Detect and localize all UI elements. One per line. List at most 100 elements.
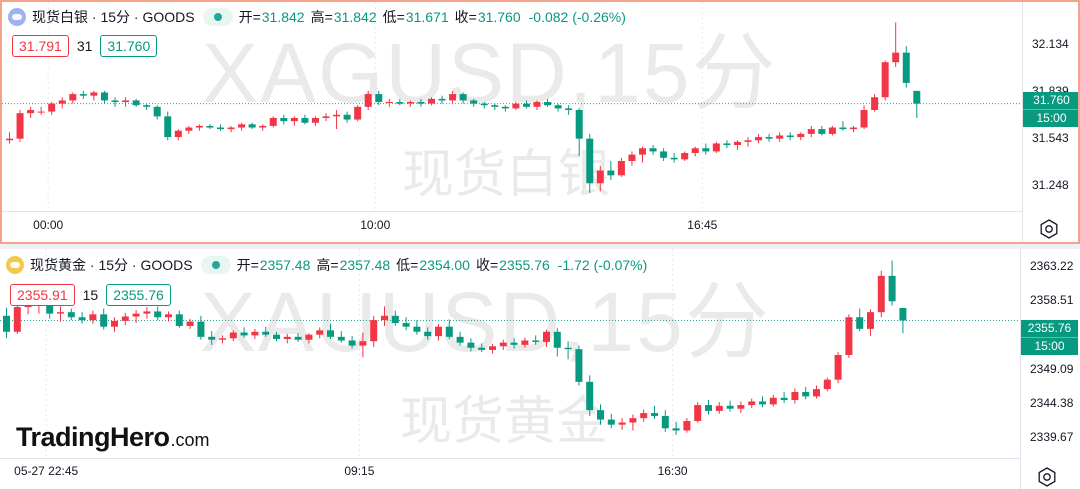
candle[interactable] (428, 97, 435, 106)
candle[interactable] (217, 124, 224, 131)
candle[interactable] (607, 413, 615, 429)
candle[interactable] (143, 103, 151, 110)
candle[interactable] (111, 317, 118, 332)
candle[interactable] (726, 400, 734, 412)
candle[interactable] (850, 125, 857, 133)
candle[interactable] (769, 394, 777, 407)
candle[interactable] (311, 116, 319, 126)
candle[interactable] (791, 388, 799, 404)
candle[interactable] (888, 260, 896, 306)
candle[interactable] (839, 121, 847, 131)
candle[interactable] (6, 132, 13, 144)
candle[interactable] (143, 307, 151, 319)
candle[interactable] (501, 105, 509, 112)
candle[interactable] (122, 97, 130, 107)
candle[interactable] (660, 148, 668, 161)
candle[interactable] (89, 310, 97, 324)
candle[interactable] (845, 314, 853, 358)
candle[interactable] (238, 122, 246, 131)
candle[interactable] (269, 116, 277, 128)
candle[interactable] (755, 133, 763, 144)
candle[interactable] (322, 113, 330, 122)
candle[interactable] (902, 46, 910, 88)
candle[interactable] (413, 320, 421, 335)
candle[interactable] (629, 414, 637, 431)
candle[interactable] (435, 323, 442, 341)
candle[interactable] (305, 333, 313, 344)
candle[interactable] (618, 418, 626, 430)
candle[interactable] (881, 60, 889, 101)
candle[interactable] (316, 327, 324, 339)
candle[interactable] (575, 345, 583, 386)
candle[interactable] (807, 125, 815, 138)
candle[interactable] (69, 92, 77, 104)
candle[interactable] (438, 95, 446, 104)
candle[interactable] (337, 331, 345, 343)
candle[interactable] (834, 352, 842, 384)
candle[interactable] (705, 399, 712, 415)
candle[interactable] (818, 125, 826, 136)
candle[interactable] (240, 327, 248, 338)
candle[interactable] (786, 132, 794, 141)
candle[interactable] (165, 311, 172, 322)
candle[interactable] (327, 323, 334, 340)
candle[interactable] (617, 157, 625, 177)
candle[interactable] (290, 116, 298, 126)
candle[interactable] (174, 129, 182, 141)
candle[interactable] (48, 102, 56, 115)
candle[interactable] (681, 151, 689, 161)
candle[interactable] (343, 111, 351, 123)
silver-candles[interactable] (2, 2, 1080, 244)
candle[interactable] (467, 338, 475, 352)
candle[interactable] (262, 326, 270, 337)
candle[interactable] (370, 315, 378, 348)
candle[interactable] (480, 102, 488, 109)
candle[interactable] (57, 306, 64, 322)
candle[interactable] (597, 404, 604, 425)
candle[interactable] (776, 132, 784, 142)
candle[interactable] (391, 310, 399, 326)
bid-price-button[interactable]: 2355.91 (10, 284, 75, 306)
candle[interactable] (301, 114, 309, 125)
candle[interactable] (154, 306, 162, 321)
candle[interactable] (219, 335, 226, 344)
candle[interactable] (672, 421, 680, 435)
candle[interactable] (333, 110, 341, 130)
candle[interactable] (813, 385, 820, 399)
settings-gear-icon[interactable] (1036, 466, 1058, 488)
candle[interactable] (670, 153, 678, 163)
pane-separator[interactable] (0, 244, 1080, 249)
candle[interactable] (532, 335, 540, 345)
candle[interactable] (491, 103, 499, 110)
candle[interactable] (251, 328, 259, 340)
candle[interactable] (867, 309, 874, 337)
gold-chart-pane[interactable]: XAUUSD,15分 现货黄金 现货黄金 · 15分 · GOODS 开= 235… (0, 249, 1080, 489)
candle[interactable] (797, 132, 805, 141)
settings-gear-icon[interactable] (1038, 218, 1060, 240)
bid-price-button[interactable]: 31.791 (12, 35, 69, 57)
candle[interactable] (229, 330, 237, 342)
candle[interactable] (100, 308, 108, 330)
symbol-title[interactable]: 现货黄金 · 15分 · GOODS (30, 257, 193, 273)
candle[interactable] (359, 332, 367, 358)
candle[interactable] (512, 102, 520, 110)
ask-price-button[interactable]: 2355.76 (106, 284, 171, 306)
candle[interactable] (121, 312, 129, 326)
candle[interactable] (744, 137, 752, 147)
candle[interactable] (510, 338, 518, 349)
candle[interactable] (691, 146, 699, 157)
candle[interactable] (459, 92, 467, 104)
candle[interactable] (132, 309, 140, 324)
candle[interactable] (543, 329, 550, 348)
candle[interactable] (186, 318, 194, 329)
candle[interactable] (564, 341, 572, 360)
candle[interactable] (748, 398, 756, 408)
candle[interactable] (628, 151, 636, 166)
candle[interactable] (348, 336, 356, 349)
candle[interactable] (208, 331, 216, 345)
candle[interactable] (402, 317, 410, 331)
candle[interactable] (694, 402, 702, 423)
candle[interactable] (375, 90, 383, 106)
candle[interactable] (58, 97, 66, 109)
candle[interactable] (67, 308, 75, 321)
